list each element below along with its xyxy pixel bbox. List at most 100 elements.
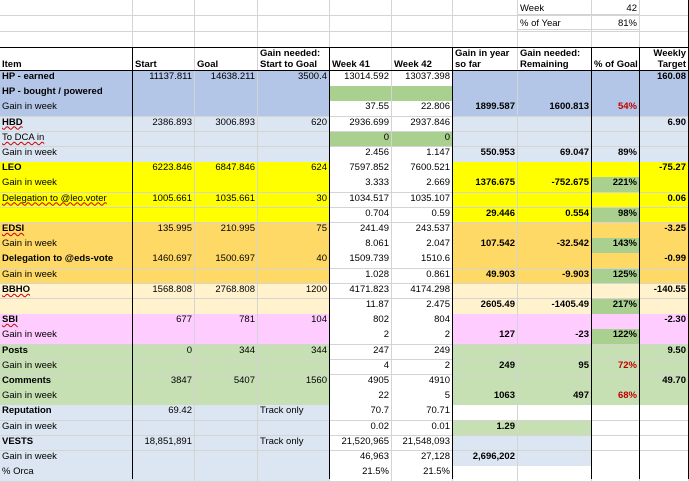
cell-weekly-target[interactable] (640, 86, 689, 102)
cell-goal[interactable] (195, 359, 258, 376)
cell-remaining[interactable]: -9.903 (518, 268, 592, 285)
cell-start[interactable] (133, 359, 195, 376)
cell-gain-in-year[interactable] (453, 435, 518, 452)
cell-weekly-target[interactable] (640, 101, 689, 118)
cell-weekly-target[interactable] (640, 238, 689, 254)
cell-gain-needed[interactable] (258, 390, 330, 406)
cell-week41[interactable]: 0 (330, 131, 392, 148)
cell-gain-needed[interactable] (258, 207, 330, 224)
cell-gain-needed[interactable]: 75 (258, 223, 330, 239)
cell-gain-needed[interactable]: 3500.4 (258, 71, 330, 87)
cell-start[interactable]: 11137.811 (133, 71, 195, 87)
cell-goal[interactable] (195, 420, 258, 437)
cell-item[interactable]: VESTS (0, 435, 133, 452)
cell-start[interactable] (133, 390, 195, 406)
cell-remaining[interactable] (518, 314, 592, 330)
cell-weekly-target[interactable] (640, 451, 689, 467)
cell-gain-in-year[interactable] (453, 314, 518, 330)
cell-gain-needed[interactable]: 344 (258, 344, 330, 361)
cell-week41[interactable]: 7597.852 (330, 162, 392, 178)
cell-gain-in-year[interactable] (453, 71, 518, 87)
grid-cell[interactable] (258, 0, 330, 16)
cell-weekly-target[interactable]: 6.90 (640, 116, 689, 133)
cell-pct-of-goal[interactable]: 89% (592, 147, 640, 163)
cell-gain-needed[interactable] (258, 238, 330, 254)
grid-cell[interactable] (392, 16, 453, 32)
cell-weekly-target[interactable]: -2.30 (640, 314, 689, 330)
cell-week42[interactable]: 13037.398 (392, 71, 453, 87)
cell-gain-in-year[interactable] (453, 466, 518, 482)
cell-gain-needed[interactable]: 1200 (258, 283, 330, 300)
cell-week42[interactable]: 2 (392, 329, 453, 346)
cell-remaining[interactable] (518, 71, 592, 87)
cell-gain-needed[interactable] (258, 299, 330, 315)
grid-cell[interactable] (640, 0, 689, 16)
cell-gain-needed[interactable]: 1560 (258, 375, 330, 391)
cell-goal[interactable] (195, 390, 258, 406)
cell-pct-of-goal[interactable]: 68% (592, 390, 640, 406)
cell-week41[interactable]: 13014.592 (330, 71, 392, 87)
cell-week42[interactable]: 2.047 (392, 238, 453, 254)
cell-goal[interactable] (195, 101, 258, 118)
cell-start[interactable]: 1568.808 (133, 283, 195, 300)
cell-pct-of-goal[interactable]: 54% (592, 101, 640, 118)
cell-pct-of-goal[interactable] (592, 344, 640, 361)
cell-item[interactable]: Gain in week (0, 390, 133, 406)
cell-gain-needed[interactable] (258, 420, 330, 437)
cell-week42[interactable]: 5 (392, 390, 453, 406)
grid-cell[interactable] (330, 16, 392, 32)
cell-gain-needed[interactable]: Track only (258, 435, 330, 452)
cell-week41[interactable]: 22 (330, 390, 392, 406)
cell-start[interactable]: 677 (133, 314, 195, 330)
cell-pct-of-goal[interactable] (592, 466, 640, 482)
cell-remaining[interactable] (518, 162, 592, 178)
cell-gain-needed[interactable]: 40 (258, 253, 330, 270)
cell-pct-of-goal[interactable] (592, 116, 640, 133)
cell-gain-needed[interactable] (258, 451, 330, 467)
cell-gain-needed[interactable] (258, 147, 330, 163)
cell-start[interactable] (133, 268, 195, 285)
grid-cell[interactable] (0, 16, 133, 32)
cell-gain-needed[interactable] (258, 359, 330, 376)
cell-goal[interactable]: 2768.808 (195, 283, 258, 300)
cell-weekly-target[interactable] (640, 466, 689, 482)
cell-weekly-target[interactable]: -0.99 (640, 253, 689, 270)
cell-weekly-target[interactable] (640, 147, 689, 163)
cell-pct-of-goal[interactable] (592, 420, 640, 437)
grid-cell[interactable] (133, 0, 195, 16)
cell-goal[interactable]: 1500.697 (195, 253, 258, 270)
cell-pct-of-goal[interactable] (592, 405, 640, 422)
cell-pct-of-goal[interactable]: 143% (592, 238, 640, 254)
cell-pct-of-goal[interactable] (592, 451, 640, 467)
cell-week41[interactable]: 3.333 (330, 177, 392, 194)
cell-week41[interactable]: 70.7 (330, 405, 392, 422)
cell-week41[interactable] (330, 86, 392, 102)
cell-gain-in-year[interactable] (453, 344, 518, 361)
cell-remaining[interactable]: 0.554 (518, 207, 592, 224)
cell-goal[interactable] (195, 268, 258, 285)
cell-week41[interactable]: 2936.699 (330, 116, 392, 133)
cell-remaining[interactable] (518, 420, 592, 437)
cell-gain-in-year[interactable] (453, 116, 518, 133)
cell-weekly-target[interactable] (640, 405, 689, 422)
cell-item[interactable]: LEO (0, 162, 133, 178)
cell-gain-in-year[interactable] (453, 253, 518, 270)
cell-goal[interactable] (195, 86, 258, 102)
grid-cell[interactable] (392, 0, 453, 16)
cell-pct-of-goal[interactable] (592, 283, 640, 300)
cell-weekly-target[interactable]: -75.27 (640, 162, 689, 178)
cell-remaining[interactable]: -752.675 (518, 177, 592, 194)
cell-week41[interactable]: 4 (330, 359, 392, 376)
cell-weekly-target[interactable] (640, 299, 689, 315)
cell-start[interactable]: 0 (133, 344, 195, 361)
cell-gain-in-year[interactable] (453, 162, 518, 178)
grid-cell[interactable] (330, 32, 392, 48)
cell-week42[interactable]: 2.475 (392, 299, 453, 315)
cell-item[interactable]: Gain in week (0, 177, 133, 194)
cell-remaining[interactable] (518, 375, 592, 391)
cell-pct-of-goal[interactable]: 221% (592, 177, 640, 194)
cell-goal[interactable] (195, 435, 258, 452)
cell-start[interactable]: 3847 (133, 375, 195, 391)
grid-cell[interactable] (195, 16, 258, 32)
cell-goal[interactable] (195, 131, 258, 148)
